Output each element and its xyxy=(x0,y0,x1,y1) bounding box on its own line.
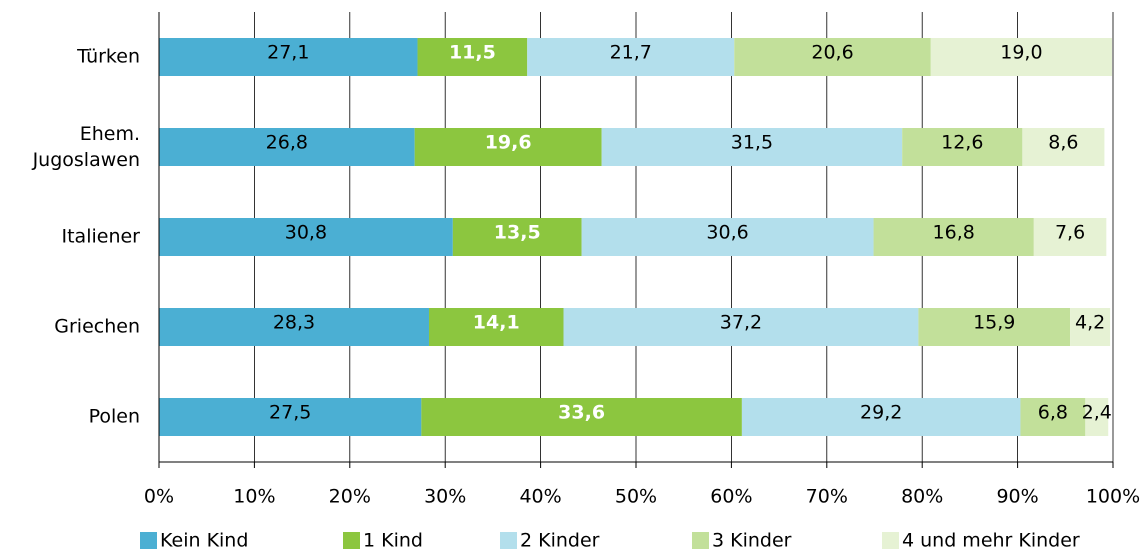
legend-label: Kein Kind xyxy=(160,530,248,552)
data-label: 20,6 xyxy=(811,42,853,64)
bar-segment xyxy=(1085,398,1109,436)
x-tick-label: 100% xyxy=(1086,486,1140,508)
data-label: 29,2 xyxy=(860,402,902,424)
legend-swatch xyxy=(882,532,899,549)
data-label: 26,8 xyxy=(266,132,308,154)
data-label: 7,6 xyxy=(1055,222,1085,244)
category-label: Griechen xyxy=(54,316,140,338)
legend-swatch xyxy=(343,532,360,549)
legend-label: 3 Kinder xyxy=(712,530,792,552)
bar-segment xyxy=(452,218,582,256)
x-tick-label: 10% xyxy=(233,486,275,508)
bar-segment xyxy=(159,128,415,166)
legend-label: 1 Kind xyxy=(363,530,423,552)
data-label: 8,6 xyxy=(1048,132,1078,154)
legend-swatch xyxy=(692,532,709,549)
data-label: 6,8 xyxy=(1038,402,1068,424)
x-tick-label: 40% xyxy=(519,486,561,508)
data-label: 19,0 xyxy=(1000,42,1042,64)
bar-segment xyxy=(159,38,418,76)
data-label: 12,6 xyxy=(941,132,983,154)
bar-segment xyxy=(601,128,903,166)
x-tick-label: 30% xyxy=(424,486,466,508)
data-label: 21,7 xyxy=(610,42,652,64)
category-label: Italiener xyxy=(62,226,141,248)
bar-segment xyxy=(417,38,528,76)
bar-segment xyxy=(930,38,1113,76)
legend-label: 4 und mehr Kinder xyxy=(902,530,1080,552)
x-tick-label: 20% xyxy=(329,486,371,508)
data-label: 27,1 xyxy=(267,42,309,64)
bar-segment xyxy=(1020,398,1086,436)
data-label: 30,8 xyxy=(285,222,327,244)
bar-segment xyxy=(159,218,453,256)
data-label: 13,5 xyxy=(494,222,541,244)
data-label: 27,5 xyxy=(269,402,311,424)
category-label: Polen xyxy=(89,406,140,428)
bar-segment xyxy=(421,398,742,436)
legend-swatch xyxy=(140,532,157,549)
data-label: 2,4 xyxy=(1082,402,1112,424)
legend-swatch xyxy=(500,532,517,549)
category-label: Türken xyxy=(76,46,140,68)
bar-segment xyxy=(741,398,1021,436)
data-label: 37,2 xyxy=(720,312,762,334)
data-label: 11,5 xyxy=(449,42,496,64)
x-tick-label: 70% xyxy=(806,486,848,508)
bar-segment xyxy=(1033,218,1107,256)
bar-segment xyxy=(1070,308,1111,346)
x-tick-label: 80% xyxy=(901,486,943,508)
data-label: 14,1 xyxy=(473,312,520,334)
bar-segment xyxy=(563,308,919,346)
bar-segment xyxy=(581,218,874,256)
x-tick-label: 0% xyxy=(144,486,174,508)
bar-segment xyxy=(873,218,1034,256)
bar-segment xyxy=(1022,128,1105,166)
data-label: 30,6 xyxy=(706,222,748,244)
data-label: 33,6 xyxy=(558,402,605,424)
bar-segment xyxy=(428,308,564,346)
data-label: 15,9 xyxy=(973,312,1015,334)
bar-segment xyxy=(902,128,1023,166)
x-tick-label: 90% xyxy=(996,486,1038,508)
data-label: 28,3 xyxy=(273,312,315,334)
bar-segment xyxy=(734,38,931,76)
data-label: 31,5 xyxy=(731,132,773,154)
x-tick-label: 60% xyxy=(710,486,752,508)
bar-segment xyxy=(414,128,602,166)
data-label: 4,2 xyxy=(1075,312,1105,334)
category-label: Ehem. Jugoslawen xyxy=(32,123,140,171)
bar-segment xyxy=(159,398,422,436)
x-tick-label: 50% xyxy=(615,486,657,508)
data-label: 19,6 xyxy=(485,132,532,154)
bar-segment xyxy=(918,308,1071,346)
bar-segment xyxy=(159,308,429,346)
bar-segment xyxy=(527,38,735,76)
legend-label: 2 Kinder xyxy=(520,530,600,552)
data-label: 16,8 xyxy=(933,222,975,244)
